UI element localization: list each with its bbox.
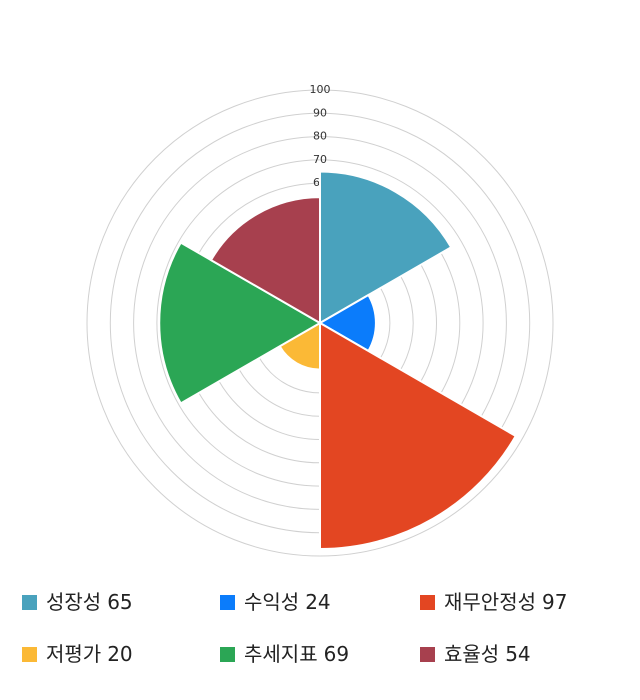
legend-swatch xyxy=(420,595,435,610)
grid-ring xyxy=(86,89,554,557)
r-tick-label: 80 xyxy=(313,130,327,143)
legend-name: 효율성 xyxy=(444,642,499,666)
legend-label: 저평가 20 xyxy=(46,642,133,666)
legend-value: 24 xyxy=(305,590,330,614)
legend-swatch xyxy=(220,595,235,610)
legend-swatch xyxy=(420,647,435,662)
legend-label: 재무안정성 97 xyxy=(444,590,567,614)
legend-swatch xyxy=(220,647,235,662)
r-tick-label: 90 xyxy=(313,106,327,119)
legend-label: 수익성 24 xyxy=(244,590,331,614)
sector xyxy=(158,241,323,405)
legend-name: 성장성 xyxy=(46,590,101,614)
legend-name: 저평가 xyxy=(46,642,101,666)
legend-name: 수익성 xyxy=(244,590,299,614)
legend-value: 54 xyxy=(505,642,530,666)
legend-label: 효율성 54 xyxy=(444,642,531,666)
legend-value: 65 xyxy=(107,590,132,614)
legend-value: 20 xyxy=(107,642,132,666)
r-tick-label: 70 xyxy=(313,153,327,166)
legend-label: 추세지표 69 xyxy=(244,642,349,666)
legend-name: 재무안정성 xyxy=(444,590,536,614)
sector xyxy=(319,321,518,551)
r-tick-label: 100 xyxy=(310,83,331,96)
legend-value: 69 xyxy=(324,642,349,666)
sector xyxy=(319,170,453,325)
legend-value: 97 xyxy=(542,590,567,614)
legend-swatch xyxy=(22,595,37,610)
legend-label: 성장성 65 xyxy=(46,590,133,614)
sector xyxy=(318,293,377,353)
legend-swatch xyxy=(22,647,37,662)
sector xyxy=(209,196,321,325)
legend-name: 추세지표 xyxy=(244,642,318,666)
